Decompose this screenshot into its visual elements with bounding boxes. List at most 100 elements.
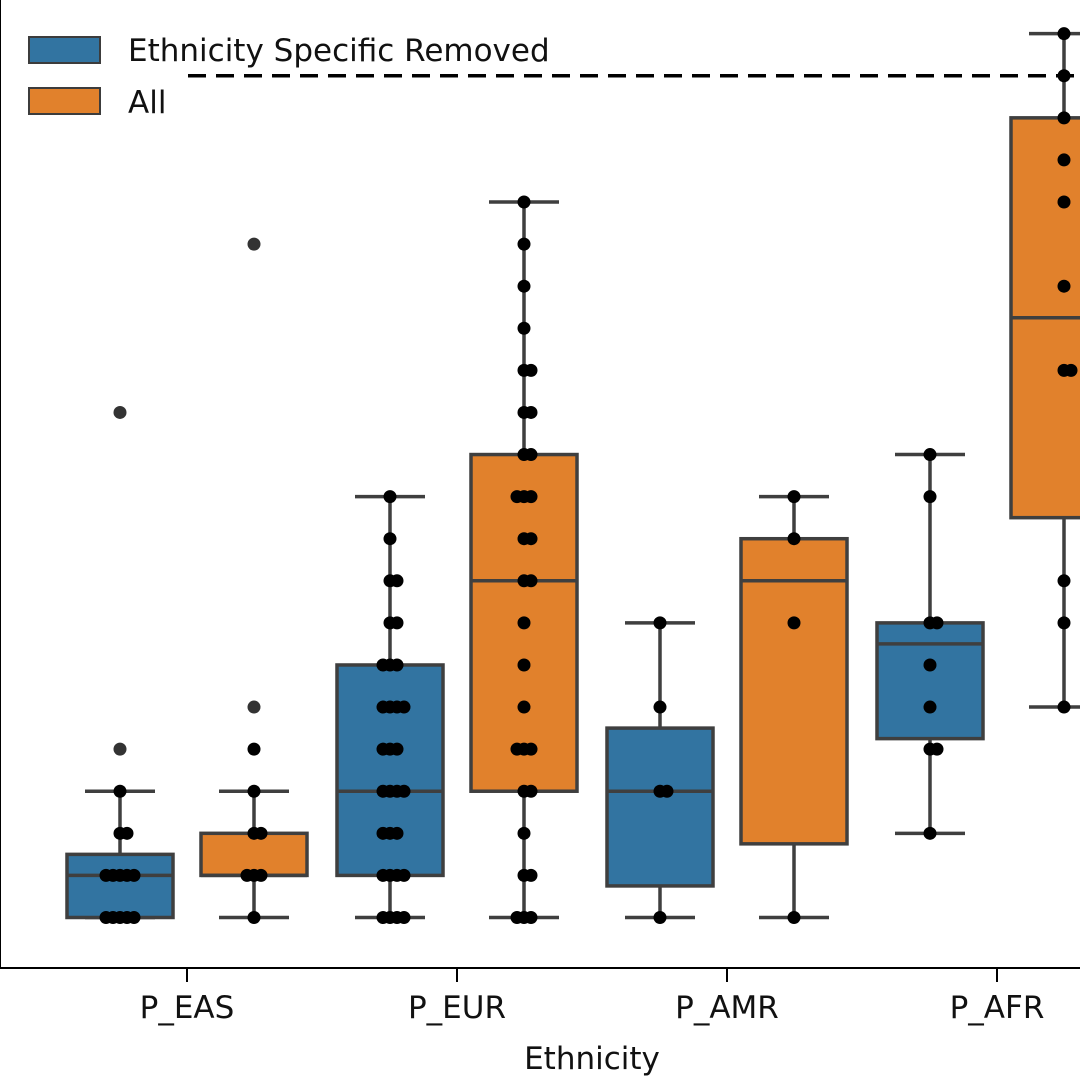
data-point <box>254 868 268 882</box>
data-point <box>524 405 538 419</box>
data-point <box>240 868 254 882</box>
legend-swatch-removed <box>28 36 101 64</box>
data-point <box>383 490 397 504</box>
outlier-point <box>247 237 261 251</box>
data-point <box>113 784 127 798</box>
data-point <box>787 910 801 924</box>
iqr-box <box>875 621 985 741</box>
data-point <box>247 742 261 756</box>
x-axis-label: Ethnicity <box>524 1041 660 1077</box>
data-point <box>923 658 937 672</box>
data-point <box>127 910 141 924</box>
box-removed-p_eas <box>65 405 175 924</box>
data-point <box>1057 700 1071 714</box>
data-point <box>524 742 538 756</box>
data-point <box>524 448 538 462</box>
box-all-p_amr <box>739 490 849 924</box>
data-point <box>1057 111 1071 125</box>
data-point <box>524 574 538 588</box>
data-point <box>517 237 531 251</box>
data-point <box>1057 279 1071 293</box>
data-point <box>923 700 937 714</box>
data-point <box>376 910 390 924</box>
iqr-box <box>605 726 715 888</box>
data-point <box>923 448 937 462</box>
data-point <box>923 826 937 840</box>
data-point <box>517 826 531 840</box>
data-point <box>397 784 411 798</box>
data-point <box>524 868 538 882</box>
data-point <box>247 910 261 924</box>
data-point <box>376 658 390 672</box>
x-tick-label-p_eur: P_EUR <box>408 990 506 1026</box>
data-point <box>787 532 801 546</box>
data-point <box>390 658 404 672</box>
data-point <box>653 700 667 714</box>
data-point <box>524 532 538 546</box>
data-point <box>660 784 674 798</box>
box-all-p_eur <box>469 195 579 924</box>
data-point <box>1057 153 1071 167</box>
data-point <box>376 784 390 798</box>
data-point <box>1057 69 1071 83</box>
data-point <box>510 490 524 504</box>
data-point <box>524 910 538 924</box>
outlier-point <box>113 742 127 756</box>
data-point <box>390 616 404 630</box>
data-point <box>397 910 411 924</box>
data-point <box>517 616 531 630</box>
data-point <box>376 742 390 756</box>
data-point <box>247 784 261 798</box>
data-point <box>1064 363 1078 377</box>
x-tick-label-p_eas: P_EAS <box>140 990 235 1026</box>
outlier-point <box>113 405 127 419</box>
data-point <box>517 700 531 714</box>
box-removed-p_eur <box>335 490 445 924</box>
data-point <box>787 616 801 630</box>
data-point <box>524 490 538 504</box>
data-point <box>1057 195 1071 209</box>
data-point <box>930 616 944 630</box>
data-point <box>376 700 390 714</box>
data-point <box>1057 574 1071 588</box>
data-point <box>120 826 134 840</box>
iqr-box <box>65 852 175 920</box>
data-point <box>524 784 538 798</box>
data-point <box>390 826 404 840</box>
data-point <box>653 616 667 630</box>
x-tick-label-p_afr: P_AFR <box>950 990 1045 1026</box>
legend: Ethnicity Specific Removed All <box>28 33 550 121</box>
data-point <box>517 195 531 209</box>
data-point <box>99 868 113 882</box>
data-point <box>397 700 411 714</box>
data-point <box>390 742 404 756</box>
data-point <box>1057 616 1071 630</box>
legend-label-removed: Ethnicity Specific Removed <box>128 33 550 69</box>
data-point <box>787 490 801 504</box>
legend-label-all: All <box>128 85 166 121</box>
data-point <box>127 868 141 882</box>
x-axis-ticks: P_EAS P_EUR P_AMR P_AFR <box>140 968 1045 1026</box>
box-all-p_afr <box>1009 27 1080 714</box>
data-point <box>524 363 538 377</box>
data-point <box>376 826 390 840</box>
data-point <box>653 910 667 924</box>
data-point <box>517 658 531 672</box>
data-point <box>254 826 268 840</box>
iqr-box <box>739 536 849 846</box>
data-point <box>517 279 531 293</box>
data-point <box>99 910 113 924</box>
data-point <box>1057 27 1071 41</box>
box-removed-p_amr <box>605 616 715 924</box>
data-point <box>390 574 404 588</box>
data-point <box>930 742 944 756</box>
data-point <box>510 742 524 756</box>
data-point <box>517 321 531 335</box>
data-point <box>397 868 411 882</box>
x-tick-label-p_amr: P_AMR <box>675 990 779 1026</box>
iqr-box <box>335 663 445 878</box>
box-removed-p_afr <box>875 448 985 840</box>
data-point <box>510 910 524 924</box>
